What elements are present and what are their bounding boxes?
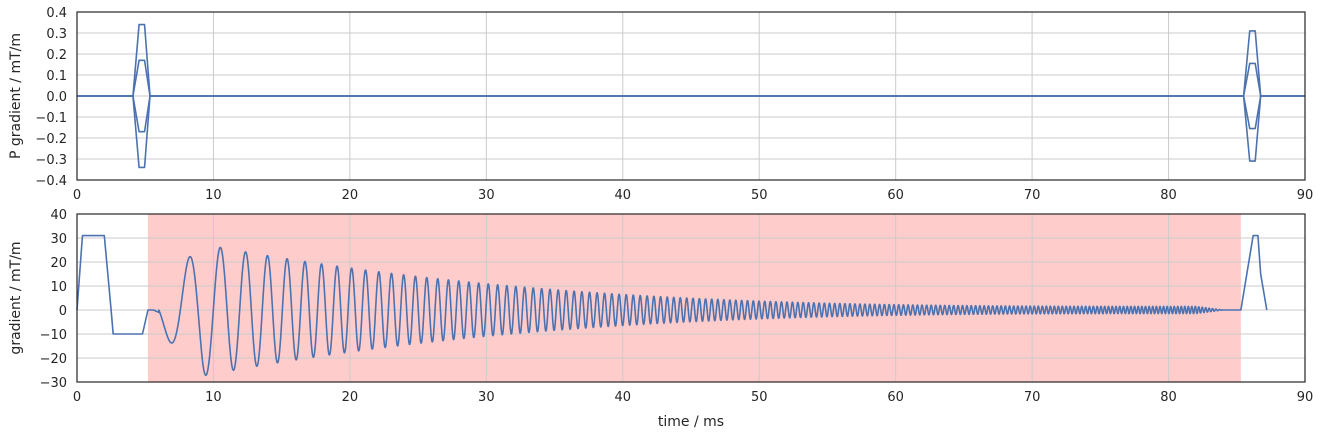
p-gradient-y-tick-label: 0.4 bbox=[46, 6, 67, 21]
gradient-x-tick-label: 40 bbox=[615, 390, 632, 405]
p-gradient-series bbox=[77, 23, 1305, 169]
p-gradient-y-tick-label: −0.3 bbox=[35, 153, 67, 168]
p-gradient-y-tick-label: 0.0 bbox=[46, 90, 67, 105]
gradient-x-tick-label: 10 bbox=[205, 390, 222, 405]
p-gradient-x-tick-label: 40 bbox=[615, 188, 632, 203]
p-gradient-series-line-4 bbox=[77, 95, 1305, 169]
gradient-series bbox=[76, 234, 1268, 376]
gradient-x-tick-label: 80 bbox=[1160, 390, 1177, 405]
p-gradient-x-tick-label: 10 bbox=[205, 188, 222, 203]
p-gradient-x-tick-label: 90 bbox=[1297, 188, 1314, 203]
p-gradient-series-line-3 bbox=[77, 95, 1305, 133]
gradient-x-tick-label: 60 bbox=[887, 390, 904, 405]
gradient-x-tick-label: 90 bbox=[1297, 390, 1314, 405]
gradient-x-tick-label: 0 bbox=[73, 390, 81, 405]
gradient-x-tick-labels: 0 10 20 30 40 50 60 70 80 90 bbox=[73, 390, 1313, 405]
gradient-series-line-1 bbox=[76, 234, 1268, 376]
gradient-x-tick-label: 30 bbox=[478, 390, 495, 405]
p-gradient-x-tick-label: 60 bbox=[887, 188, 904, 203]
gradient-panel: 0 10 20 30 40 50 60 70 80 90 40 30 20 10 0 −10 −20 −30 g… bbox=[8, 208, 1313, 430]
p-gradient-series-line-1 bbox=[77, 23, 1305, 97]
gradient-y-tick-label: −10 bbox=[40, 328, 67, 343]
gradient-y-tick-label: 40 bbox=[50, 208, 67, 223]
gradient-y-tick-labels: 40 30 20 10 0 −10 −20 −30 bbox=[40, 208, 67, 391]
p-gradient-x-tick-label: 50 bbox=[751, 188, 768, 203]
p-gradient-frame bbox=[76, 11, 1306, 181]
p-gradient-x-tick-label: 20 bbox=[342, 188, 359, 203]
readout-shaded-region bbox=[147, 214, 1241, 382]
p-gradient-series-line-2 bbox=[77, 59, 1305, 97]
gradient-frame bbox=[76, 213, 1306, 383]
p-gradient-x-tick-label: 80 bbox=[1160, 188, 1177, 203]
p-gradient-x-tick-labels: 0 10 20 30 40 50 60 70 80 90 bbox=[73, 188, 1313, 203]
p-gradient-y-tick-label: 0.1 bbox=[46, 69, 67, 84]
p-gradient-x-tick-label: 0 bbox=[73, 188, 81, 203]
gradient-xlabel: time / ms bbox=[658, 414, 724, 430]
p-gradient-y-tick-labels: 0.4 0.3 0.2 0.1 0.0 −0.1 −0.2 −0.3 −0.4 bbox=[35, 6, 67, 189]
gradient-y-tick-label: 0 bbox=[59, 304, 67, 319]
gradient-ylabel: gradient / mT/m bbox=[8, 241, 24, 354]
p-gradient-y-tick-label: −0.1 bbox=[35, 111, 67, 126]
p-gradient-ylabel: P gradient / mT/m bbox=[8, 33, 24, 159]
p-gradient-y-tick-label: −0.4 bbox=[35, 174, 67, 189]
p-gradient-y-tick-label: 0.3 bbox=[46, 27, 67, 42]
gradient-x-tick-label: 20 bbox=[342, 390, 359, 405]
p-gradient-y-tick-label: −0.2 bbox=[35, 132, 67, 147]
gradient-x-tick-label: 50 bbox=[751, 390, 768, 405]
gradient-x-tick-label: 70 bbox=[1024, 390, 1041, 405]
gradient-y-tick-label: 10 bbox=[50, 280, 67, 295]
gradient-y-tick-label: −30 bbox=[40, 376, 67, 391]
gradient-y-tick-label: 30 bbox=[50, 232, 67, 247]
p-gradient-panel: 0 10 20 30 40 50 60 70 80 90 0.4 0.3 0.2 0.1 0.0 −0.1 −… bbox=[8, 6, 1313, 203]
gradient-y-tick-label: 20 bbox=[50, 256, 67, 271]
p-gradient-x-tick-label: 30 bbox=[478, 188, 495, 203]
p-gradient-y-tick-label: 0.2 bbox=[46, 48, 67, 63]
p-gradient-x-tick-label: 70 bbox=[1024, 188, 1041, 203]
gradient-y-tick-label: −20 bbox=[40, 352, 67, 367]
